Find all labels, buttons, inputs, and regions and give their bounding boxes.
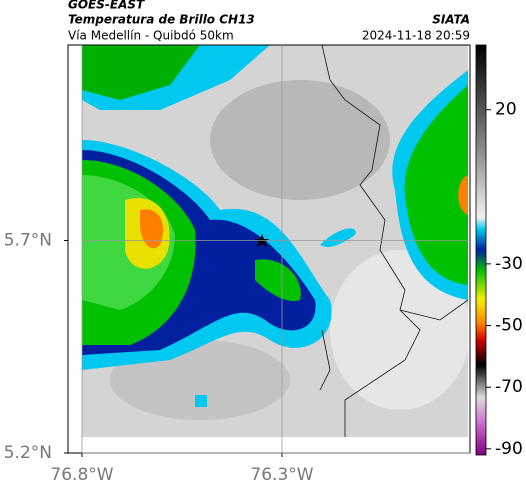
title: GOES-EAST [68,0,145,12]
colorbar [475,44,487,456]
satellite-image [82,45,468,437]
colorbar-tick-label: -90 [495,439,523,459]
x-tick-label: 76.8°W [50,465,113,485]
y-tick-label: 5.2°N [4,443,52,463]
colorbar-tick-label: -50 [495,316,523,336]
y-tick-label: 5.7°N [4,231,52,251]
colorbar-tick-label: -70 [495,377,523,397]
location: Vía Medellín - Quibdó 50km [68,29,234,43]
datetime: 2024-11-18 20:59 [362,29,470,43]
colorbar-tick-label: -30 [495,254,523,274]
x-tick-label: 76.3°W [250,465,313,485]
subtitle: Temperatura de Brillo CH13 [68,13,255,27]
source: SIATA [432,13,470,27]
colorbar-tick-label: 20 [495,100,517,120]
